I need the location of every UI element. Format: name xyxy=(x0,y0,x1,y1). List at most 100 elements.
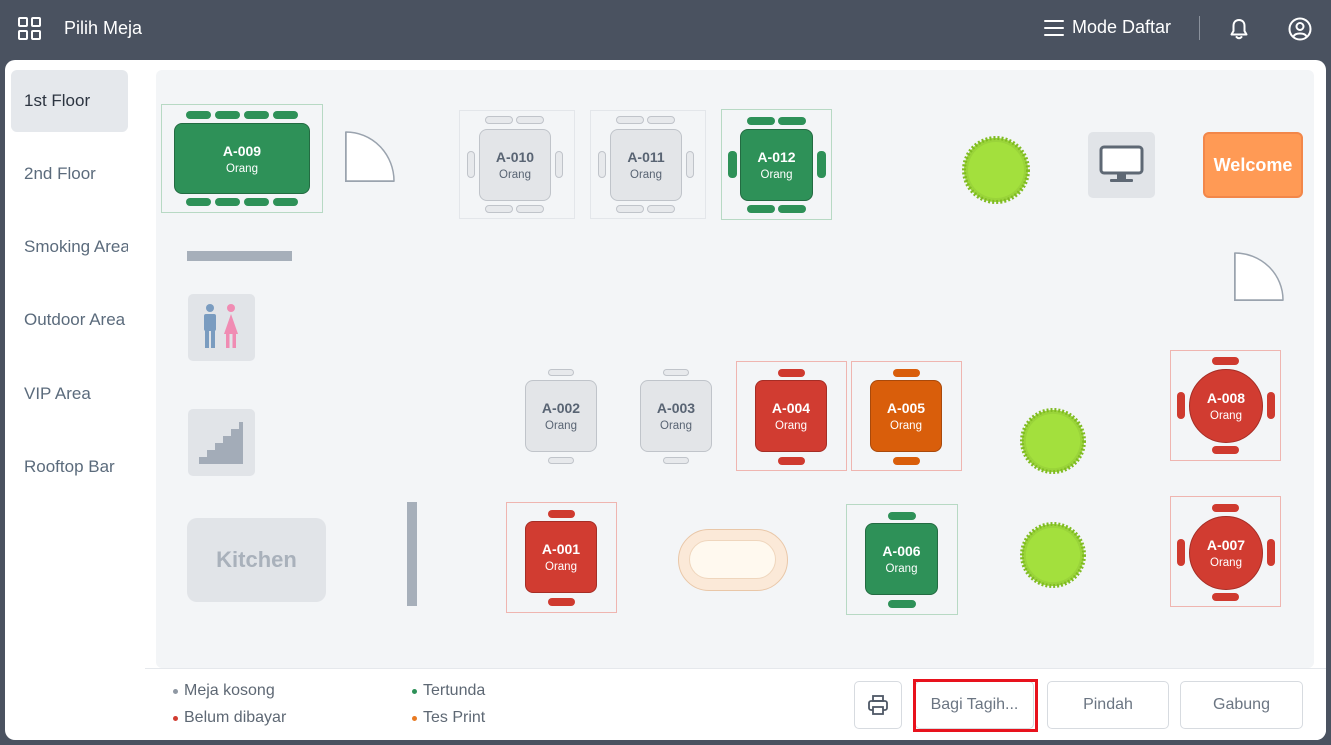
apps-grid-icon[interactable] xyxy=(18,17,42,41)
page-title: Pilih Meja xyxy=(64,18,143,38)
table-name: A-012 xyxy=(757,149,796,165)
table-a-006[interactable]: A-006 Orang xyxy=(865,523,938,595)
chair xyxy=(817,151,826,178)
table-a-008[interactable]: A-008 Orang xyxy=(1189,369,1263,443)
door-icon xyxy=(345,131,395,182)
restroom-icon xyxy=(204,304,238,348)
table-guests: Orang xyxy=(545,561,577,573)
chair xyxy=(778,117,806,125)
chair xyxy=(244,111,269,119)
legend-dot xyxy=(412,688,417,694)
chair xyxy=(548,598,575,606)
chair xyxy=(647,116,675,124)
main-panel: 1st Floor 2nd Floor Smoking Area Outdoor… xyxy=(5,60,1326,740)
split-bill-button[interactable]: Bagi Tagih... xyxy=(915,681,1034,729)
list-mode-button[interactable]: Mode Daftar xyxy=(1044,17,1171,38)
chair xyxy=(598,151,606,178)
sidebar-item-2nd-floor[interactable]: 2nd Floor xyxy=(24,164,96,183)
table-a-003[interactable]: A-003 Orang xyxy=(640,380,712,452)
chair xyxy=(747,117,775,125)
chair xyxy=(186,198,211,206)
table-a-012[interactable]: A-012 Orang xyxy=(740,129,813,201)
table-selection-frame xyxy=(459,110,575,219)
table-selection-frame xyxy=(161,104,323,213)
chair xyxy=(244,198,269,206)
table-name: A-002 xyxy=(541,400,581,416)
table-guests: Orang xyxy=(890,420,922,432)
print-button[interactable] xyxy=(854,681,902,729)
table-a-005[interactable]: A-005 Orang xyxy=(870,380,942,452)
table-a-004[interactable]: A-004 Orang xyxy=(755,380,827,452)
table-name: A-009 xyxy=(222,142,262,159)
kitchen-area: Kitchen xyxy=(187,518,326,602)
table-a-007[interactable]: A-007 Orang xyxy=(1189,516,1263,590)
legend-label: Belum dibayar xyxy=(184,709,287,726)
table-guests: Orang xyxy=(226,162,258,175)
table-a-001[interactable]: A-001 Orang xyxy=(525,521,597,593)
top-bar: Pilih Meja Mode Daftar xyxy=(0,0,1331,58)
table-a-009[interactable]: A-009 Orang xyxy=(174,123,310,194)
legend-label: Meja kosong xyxy=(184,682,275,699)
chair xyxy=(548,369,574,376)
chair xyxy=(616,205,644,213)
table-guests: Orang xyxy=(660,420,692,432)
table-a-010[interactable]: A-010 Orang xyxy=(479,129,551,201)
header-divider xyxy=(1199,16,1200,40)
legend-label: Tes Print xyxy=(423,709,486,726)
chair xyxy=(467,151,475,178)
user-account-icon[interactable] xyxy=(1287,16,1313,42)
wall xyxy=(407,502,417,606)
chair xyxy=(616,116,644,124)
table-name: A-008 xyxy=(1206,390,1246,406)
table-a-011[interactable]: A-011 Orang xyxy=(610,129,682,201)
chair xyxy=(555,151,563,178)
chair xyxy=(273,111,298,119)
chair xyxy=(686,151,694,178)
sidebar-item-vip-area[interactable]: VIP Area xyxy=(24,384,91,403)
move-button[interactable]: Pindah xyxy=(1047,681,1169,729)
table-name: A-010 xyxy=(495,149,535,165)
bell-icon[interactable] xyxy=(1226,16,1252,42)
chair xyxy=(1212,357,1239,365)
chair xyxy=(778,457,805,465)
chair xyxy=(273,198,298,206)
table-name: A-007 xyxy=(1206,537,1246,553)
chair xyxy=(1212,504,1239,512)
table-name: A-003 xyxy=(656,400,696,416)
merge-button[interactable]: Gabung xyxy=(1180,681,1303,729)
table-selection-frame xyxy=(736,361,847,471)
wall xyxy=(187,251,292,261)
table-guests: Orang xyxy=(1210,557,1242,569)
chair xyxy=(485,116,513,124)
table-guests: Orang xyxy=(760,169,793,181)
table-selection-frame xyxy=(590,110,706,219)
chair xyxy=(1212,593,1239,601)
plant-icon xyxy=(962,136,1030,204)
restroom-tile xyxy=(188,294,255,361)
tv-tile xyxy=(1088,132,1155,198)
legend-dot xyxy=(173,715,178,721)
table-name: A-011 xyxy=(627,149,665,165)
stairs-icon xyxy=(199,422,243,464)
table-a-002[interactable]: A-002 Orang xyxy=(525,380,597,452)
chair xyxy=(516,205,544,213)
sidebar-item-outdoor-area[interactable]: Outdoor Area xyxy=(24,310,126,329)
chair xyxy=(215,111,240,119)
chair xyxy=(516,116,544,124)
chair xyxy=(747,205,775,213)
split-bill-highlight xyxy=(913,679,1038,732)
monitor-icon xyxy=(1099,145,1144,182)
sidebar-item-smoking-area[interactable]: Smoking Area xyxy=(24,237,128,256)
table-guests: Orang xyxy=(499,169,531,181)
chair xyxy=(663,457,689,464)
table-selection-frame xyxy=(1170,496,1281,607)
legend-empty: Meja kosong xyxy=(173,682,275,700)
chair xyxy=(1177,539,1185,566)
chair xyxy=(663,369,689,376)
table-guests: Orang xyxy=(885,563,918,575)
sidebar-item-rooftop-bar[interactable]: Rooftop Bar xyxy=(24,457,115,476)
sidebar-item-1st-floor[interactable]: 1st Floor xyxy=(11,70,128,132)
chair xyxy=(778,205,806,213)
chair xyxy=(1267,392,1275,419)
chair xyxy=(778,369,805,377)
